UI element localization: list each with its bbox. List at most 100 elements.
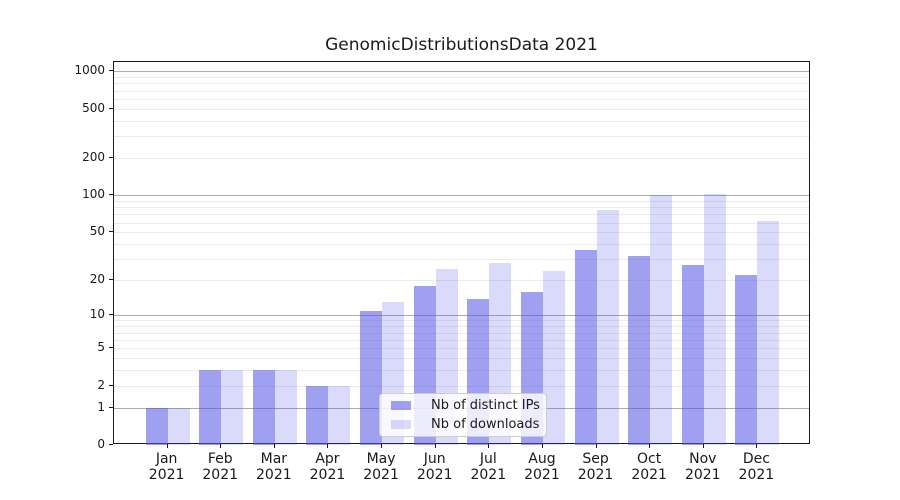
x-tick-mark (220, 444, 222, 448)
minor-gridline (114, 370, 809, 372)
y-tick-label: 2 (97, 377, 105, 392)
x-tick-month: Mar (260, 451, 288, 467)
minor-gridline (114, 244, 809, 246)
chart-title: GenomicDistributionsData 2021 (325, 35, 598, 55)
x-tick-mark (702, 444, 704, 448)
x-tick-year: 2021 (309, 467, 346, 484)
x-tick-label: Sep 2021 (568, 451, 624, 483)
x-tick-label: Nov 2021 (675, 451, 731, 483)
bar-downloads (542, 270, 565, 445)
x-tick-year: 2021 (524, 467, 560, 484)
plot-area (113, 61, 810, 445)
x-tick-month: Apr (315, 451, 340, 467)
x-tick-label: Mar 2021 (246, 451, 302, 483)
minor-gridline (114, 326, 809, 328)
x-tick-month: Feb (207, 451, 233, 467)
legend-swatch-distinct-ips-icon (391, 401, 411, 410)
x-tick-mark (488, 444, 490, 448)
legend-label-distinct-ips: Nb of distinct IPs (431, 398, 540, 413)
x-tick-year: 2021 (416, 467, 453, 484)
legend-item-downloads: Nb of downloads (386, 416, 540, 433)
x-tick-label: May 2021 (353, 451, 409, 483)
minor-gridline (114, 207, 809, 209)
minor-gridline (114, 385, 809, 387)
y-tick-label: 10 (89, 307, 105, 322)
bar-distinct-ips (574, 249, 597, 445)
y-tick-mark (109, 314, 113, 316)
bar-downloads (757, 220, 780, 445)
x-tick-label: Jan 2021 (139, 451, 195, 483)
minor-gridline (114, 120, 809, 122)
x-tick-month: Oct (637, 451, 662, 467)
legend-label-downloads: Nb of downloads (431, 417, 540, 432)
y-tick-mark (109, 70, 113, 72)
bar-downloads (167, 407, 190, 445)
x-tick-mark (327, 444, 329, 448)
legend: Nb of distinct IPs Nb of downloads (379, 393, 547, 437)
y-tick-mark (109, 384, 113, 386)
bar-distinct-ips (252, 370, 275, 445)
minor-gridline (114, 357, 809, 359)
y-tick-label: 1 (97, 399, 105, 414)
bar-downloads (650, 195, 673, 445)
minor-gridline (114, 259, 809, 261)
x-tick-year: 2021 (363, 467, 399, 484)
y-tick-label: 1000 (74, 63, 105, 78)
minor-gridline (114, 222, 809, 224)
bar-downloads (328, 385, 351, 445)
x-tick-year: 2021 (256, 467, 292, 484)
x-tick-month: Aug (528, 451, 556, 467)
x-tick-year: 2021 (631, 467, 667, 484)
x-tick-mark (649, 444, 651, 448)
x-tick-mark (273, 444, 275, 448)
x-tick-label: Dec 2021 (728, 451, 784, 483)
x-tick-label: Apr 2021 (299, 451, 355, 483)
minor-gridline (114, 339, 809, 341)
y-tick-label: 5 (97, 340, 105, 355)
y-tick-mark (109, 231, 113, 233)
x-tick-year: 2021 (577, 467, 614, 484)
bar-downloads (274, 370, 297, 445)
y-tick-mark (109, 347, 113, 349)
y-tick-label: 50 (89, 224, 105, 239)
x-tick-month: Nov (689, 451, 717, 467)
y-tick-label: 200 (82, 150, 105, 165)
x-tick-label: Jul 2021 (460, 451, 516, 483)
minor-gridline (114, 98, 809, 100)
y-tick-mark (109, 194, 113, 196)
x-tick-month: Jan (155, 451, 178, 467)
minor-gridline (114, 136, 809, 138)
y-tick-mark (109, 157, 113, 159)
bar-distinct-ips (735, 275, 758, 445)
bar-downloads (703, 194, 726, 445)
x-tick-mark (434, 444, 436, 448)
bar-downloads (221, 370, 244, 445)
bar-distinct-ips (360, 310, 383, 445)
y-tick-label: 0 (97, 437, 105, 451)
y-tick-label: 20 (89, 272, 105, 287)
bar-downloads (596, 210, 619, 445)
minor-gridline (114, 83, 809, 85)
y-tick-label: 100 (82, 187, 105, 202)
y-tick-mark (109, 406, 113, 408)
x-tick-label: Jun 2021 (407, 451, 463, 483)
legend-swatch-downloads-icon (391, 420, 411, 429)
x-tick-label: Feb 2021 (192, 451, 248, 483)
minor-gridline (114, 320, 809, 322)
x-tick-year: 2021 (470, 467, 507, 484)
major-gridline (114, 195, 809, 197)
minor-gridline (114, 158, 809, 160)
bar-distinct-ips (628, 255, 651, 445)
minor-gridline (114, 348, 809, 350)
x-tick-year: 2021 (684, 467, 721, 484)
x-tick-mark (381, 444, 383, 448)
x-tick-label: Oct 2021 (621, 451, 677, 483)
x-tick-mark (756, 444, 758, 448)
legend-item-distinct-ips: Nb of distinct IPs (386, 397, 540, 414)
x-tick-label: Aug 2021 (514, 451, 570, 483)
minor-gridline (114, 108, 809, 110)
y-tick-label: 500 (82, 100, 105, 115)
minor-gridline (114, 77, 809, 79)
y-tick-mark (109, 107, 113, 109)
major-gridline (114, 71, 809, 73)
